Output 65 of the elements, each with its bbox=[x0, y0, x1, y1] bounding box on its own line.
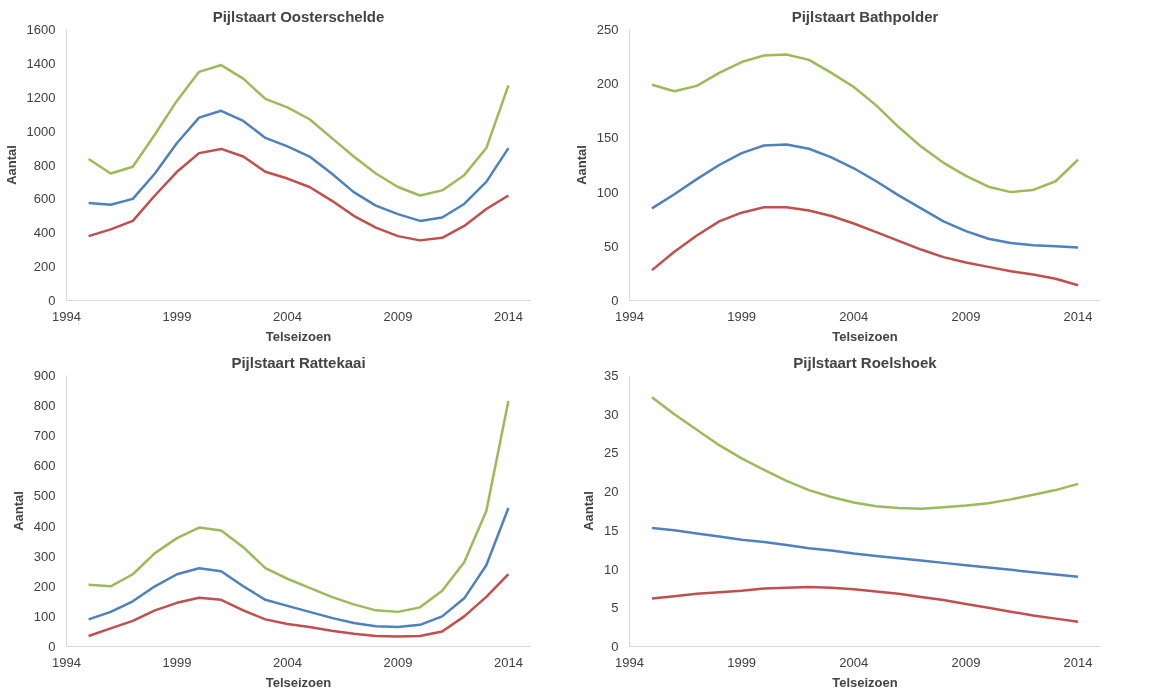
y-tick-label: 600 bbox=[33, 191, 56, 207]
x-tick-label: 2009 bbox=[951, 308, 981, 324]
y-tick-label: 1600 bbox=[26, 22, 56, 37]
x-tick-label: 1994 bbox=[615, 654, 644, 670]
x-tick-label: 1999 bbox=[727, 308, 757, 324]
chart-title: Pijlstaart Roelshoek bbox=[793, 353, 938, 371]
x-tick-label: 2004 bbox=[839, 308, 869, 324]
y-tick-label: 25 bbox=[604, 445, 619, 461]
x-tick-label: 2014 bbox=[1063, 308, 1093, 324]
y-tick-label: 0 bbox=[48, 639, 56, 654]
x-tick-label: 2009 bbox=[383, 308, 413, 324]
y-axis-title: Aantal bbox=[573, 145, 589, 185]
y-tick-label: 10 bbox=[604, 561, 619, 577]
x-axis-title: Telseizoen bbox=[265, 328, 332, 344]
x-tick-label: 1999 bbox=[162, 308, 192, 324]
y-tick-label: 800 bbox=[33, 157, 56, 173]
x-tick-label: 2009 bbox=[383, 654, 413, 670]
y-tick-label: 250 bbox=[596, 22, 619, 37]
x-tick-label: 2014 bbox=[493, 308, 523, 324]
x-axis-title: Telseizoen bbox=[265, 674, 332, 690]
y-tick-label: 150 bbox=[596, 130, 619, 146]
y-tick-label: 200 bbox=[596, 76, 619, 92]
x-axis-title: Telseizoen bbox=[832, 674, 898, 690]
y-tick-label: 100 bbox=[596, 184, 619, 200]
y-tick-label: 900 bbox=[33, 368, 56, 383]
x-tick-label: 2004 bbox=[272, 654, 302, 670]
x-tick-label: 2014 bbox=[1063, 654, 1093, 670]
x-tick-label: 1994 bbox=[52, 654, 81, 670]
y-tick-label: 400 bbox=[33, 518, 56, 534]
chart-title: Pijlstaart Rattekaai bbox=[231, 353, 366, 371]
x-tick-label: 1999 bbox=[162, 654, 192, 670]
y-tick-label: 35 bbox=[604, 368, 619, 383]
y-tick-label: 0 bbox=[611, 293, 619, 308]
y-tick-label: 100 bbox=[33, 608, 56, 624]
x-tick-label: 1999 bbox=[727, 654, 757, 670]
y-tick-label: 500 bbox=[33, 488, 56, 504]
y-tick-label: 30 bbox=[604, 406, 619, 422]
y-tick-label: 15 bbox=[604, 522, 619, 538]
y-tick-label: 0 bbox=[48, 293, 56, 308]
y-tick-label: 400 bbox=[33, 225, 56, 241]
y-tick-label: 20 bbox=[604, 484, 619, 500]
y-tick-label: 200 bbox=[33, 578, 56, 594]
x-tick-label: 2004 bbox=[272, 308, 302, 324]
y-axis-title: Aantal bbox=[3, 145, 19, 185]
y-tick-label: 200 bbox=[33, 259, 56, 275]
y-tick-label: 1400 bbox=[26, 55, 56, 71]
x-axis-title: Telseizoen bbox=[832, 328, 898, 344]
x-tick-label: 2014 bbox=[493, 654, 523, 670]
chart-title: Pijlstaart Bathpolder bbox=[791, 7, 939, 25]
y-tick-label: 600 bbox=[33, 458, 56, 474]
y-tick-label: 5 bbox=[611, 600, 619, 616]
y-tick-label: 300 bbox=[33, 548, 56, 564]
y-axis-title: Aantal bbox=[581, 491, 597, 531]
y-tick-label: 50 bbox=[604, 238, 619, 254]
y-axis-title: Aantal bbox=[10, 491, 26, 531]
x-tick-label: 1994 bbox=[615, 308, 644, 324]
x-tick-label: 1994 bbox=[52, 308, 81, 324]
x-tick-label: 2009 bbox=[951, 654, 981, 670]
y-tick-label: 1000 bbox=[26, 123, 56, 139]
y-tick-label: 1200 bbox=[26, 89, 56, 105]
y-tick-label: 800 bbox=[33, 398, 56, 414]
chart-title: Pijlstaart Oosterschelde bbox=[212, 7, 385, 25]
y-tick-label: 0 bbox=[611, 639, 619, 654]
y-tick-label: 700 bbox=[33, 428, 56, 444]
x-tick-label: 2004 bbox=[839, 654, 869, 670]
